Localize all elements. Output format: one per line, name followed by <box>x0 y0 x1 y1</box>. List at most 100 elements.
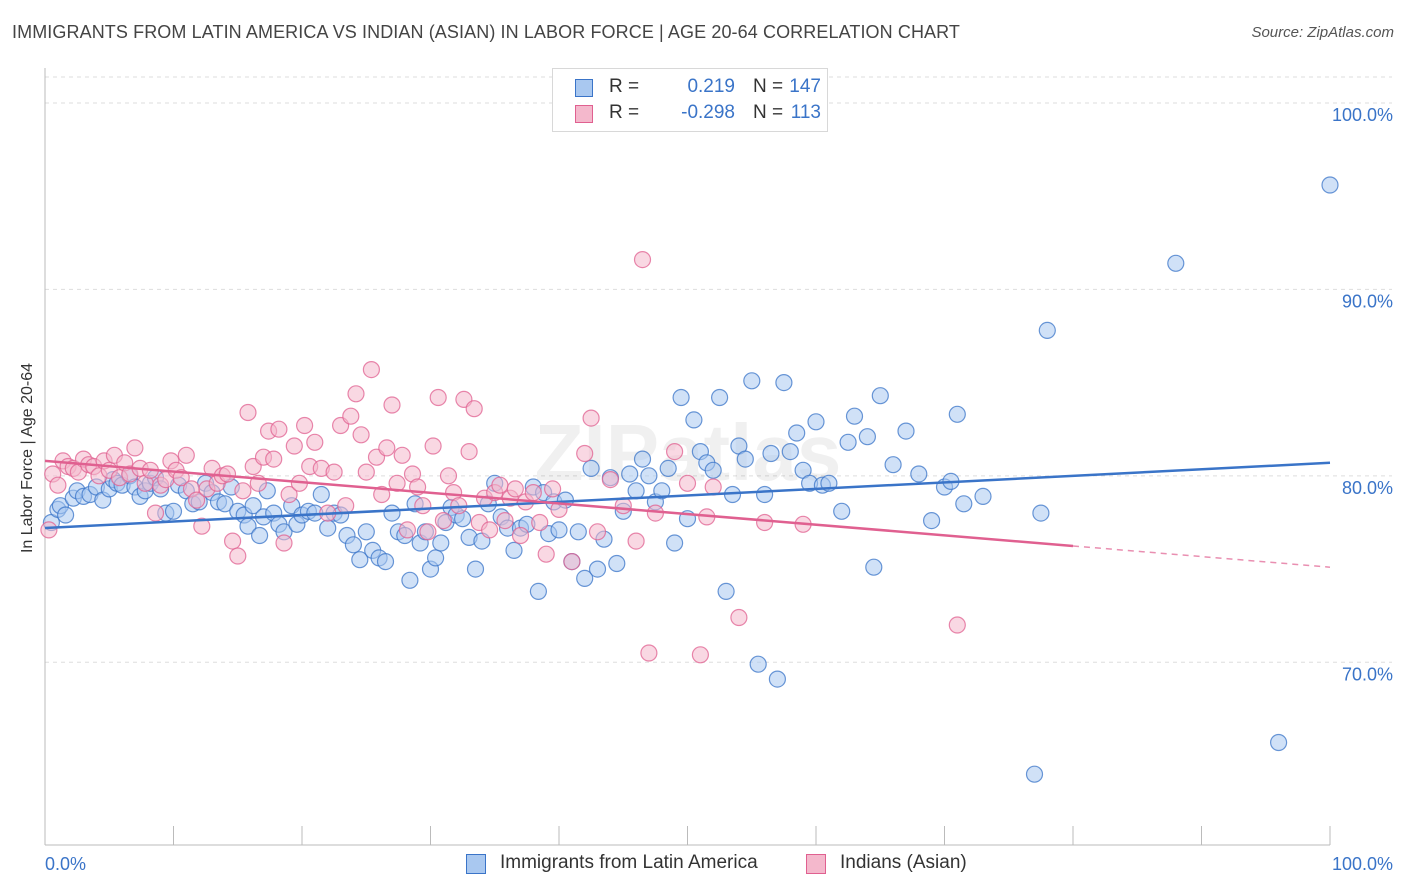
data-point <box>845 407 864 425</box>
data-point <box>275 534 293 552</box>
trend-line-extension <box>1072 545 1331 568</box>
data-point <box>1269 733 1288 752</box>
data-point <box>244 497 262 515</box>
data-point <box>351 551 369 569</box>
data-point <box>788 424 806 442</box>
data-point <box>865 558 883 576</box>
data-point <box>948 616 966 634</box>
data-point <box>164 502 183 520</box>
data-point <box>306 433 324 451</box>
data-point <box>781 443 799 461</box>
legend-r-value: 0.219 <box>687 76 735 97</box>
data-point <box>1032 504 1050 522</box>
data-point <box>352 426 370 444</box>
data-point <box>633 251 652 269</box>
data-point <box>685 411 703 429</box>
data-point <box>948 405 966 423</box>
data-point <box>193 517 211 535</box>
data-point <box>910 465 928 483</box>
data-point <box>1167 254 1185 272</box>
data-point <box>922 511 941 530</box>
data-point <box>755 485 774 504</box>
data-point <box>749 655 767 673</box>
y-tick-label: 70.0% <box>1342 664 1393 684</box>
data-point <box>434 511 452 530</box>
data-point <box>505 541 523 560</box>
data-point <box>531 513 549 532</box>
data-point <box>768 670 787 688</box>
tick-labels: 70.0% 80.0% 90.0% 100.0% 0.0% 100.0% <box>45 105 1393 874</box>
data-point <box>49 476 67 494</box>
data-point <box>955 495 973 513</box>
data-point <box>627 532 645 550</box>
data-point <box>665 443 684 461</box>
data-point <box>342 407 360 425</box>
legend-n-value: 147 <box>789 76 821 97</box>
data-point <box>833 502 851 520</box>
data-point <box>40 521 58 539</box>
data-point <box>576 569 594 588</box>
data-point <box>347 385 365 403</box>
data-point <box>569 523 587 541</box>
grid-lines <box>45 76 1392 663</box>
data-point <box>216 495 234 513</box>
data-point <box>621 465 639 483</box>
data-point <box>601 471 620 489</box>
data-point <box>398 521 416 539</box>
data-point <box>460 443 478 461</box>
data-point <box>665 534 684 552</box>
data-point <box>762 444 780 463</box>
data-point <box>373 485 391 504</box>
data-point <box>839 433 857 451</box>
x-tick-label: 100.0% <box>1332 854 1393 874</box>
data-point <box>543 480 562 498</box>
data-point <box>710 388 729 407</box>
data-point <box>529 582 548 601</box>
legend-r-value: -0.298 <box>681 102 735 123</box>
data-point <box>383 504 401 522</box>
legend-n-value: 113 <box>790 102 821 123</box>
data-point <box>285 437 303 455</box>
data-point <box>481 521 499 539</box>
data-point <box>627 482 645 500</box>
data-point <box>640 467 658 485</box>
x-tick-label: 0.0% <box>45 854 86 874</box>
data-point <box>704 461 722 479</box>
data-point <box>466 560 485 578</box>
data-point <box>357 523 375 541</box>
data-point <box>401 571 419 589</box>
data-point <box>439 467 458 485</box>
data-point <box>506 480 524 498</box>
data-point <box>427 549 445 567</box>
data-point <box>56 506 75 524</box>
data-point <box>224 532 242 550</box>
data-point <box>429 388 447 407</box>
data-point <box>146 504 165 522</box>
data-point <box>576 444 594 463</box>
legend-r-label: R = <box>609 102 640 123</box>
data-point <box>296 416 314 435</box>
data-point <box>582 409 600 427</box>
y-tick-label: 100.0% <box>1332 105 1393 125</box>
data-point <box>319 519 337 537</box>
data-point <box>743 372 761 390</box>
data-point <box>974 487 992 505</box>
data-point <box>265 450 283 468</box>
trend-lines <box>44 459 1331 568</box>
trend-line <box>44 459 1074 548</box>
data-point <box>325 463 343 481</box>
data-point <box>672 388 690 407</box>
data-point <box>511 526 530 545</box>
data-point <box>717 582 735 601</box>
data-point <box>393 446 411 464</box>
data-point <box>524 484 542 502</box>
data-point <box>884 456 902 474</box>
series-swatch-pink <box>806 854 826 874</box>
series-swatch-blue <box>466 854 486 874</box>
data-point <box>807 413 825 431</box>
data-point <box>491 476 509 494</box>
data-point <box>465 400 483 418</box>
data-point <box>775 374 793 392</box>
series-label: Indians (Asian) <box>840 852 967 873</box>
